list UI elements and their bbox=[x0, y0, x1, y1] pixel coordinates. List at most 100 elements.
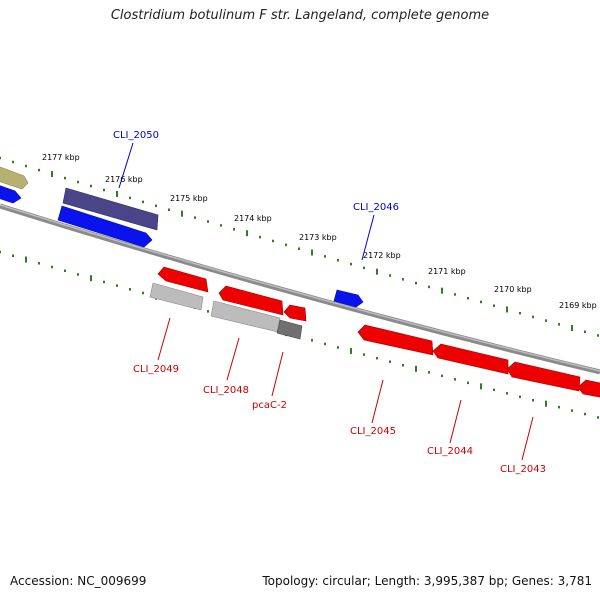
minor-tick bbox=[571, 409, 573, 412]
minor-tick bbox=[597, 416, 599, 419]
major-tick bbox=[350, 348, 352, 355]
minor-tick bbox=[129, 196, 131, 200]
leader-cli-2044 bbox=[449, 399, 462, 444]
gene-red-edge[interactable] bbox=[577, 379, 600, 398]
gene-cli-2043[interactable] bbox=[506, 361, 581, 392]
tick-label: 2174 kbp bbox=[234, 214, 272, 223]
gene-label-cli-2046[interactable]: CLI_2046 bbox=[353, 202, 399, 213]
major-tick bbox=[545, 400, 547, 407]
gene-cli-2045[interactable] bbox=[357, 324, 434, 356]
minor-tick bbox=[545, 319, 547, 322]
tick-label: 2169 kbp bbox=[559, 301, 597, 310]
major-tick bbox=[415, 365, 417, 372]
leader-cli-2045 bbox=[371, 379, 384, 424]
minor-tick bbox=[597, 334, 599, 337]
tick-label: 2173 kbp bbox=[299, 233, 337, 242]
minor-tick bbox=[64, 176, 66, 180]
tick-label: 2176 kbp bbox=[105, 175, 143, 184]
minor-tick bbox=[194, 216, 196, 219]
gene-cli-2046[interactable] bbox=[333, 289, 364, 308]
gene-label-cli-2044[interactable]: CLI_2044 bbox=[427, 446, 473, 457]
gene-blue-left[interactable] bbox=[0, 184, 22, 204]
gene-label-cli-2045[interactable]: CLI_2045 bbox=[350, 426, 396, 437]
minor-tick bbox=[298, 247, 300, 250]
minor-tick bbox=[454, 378, 456, 381]
minor-tick bbox=[415, 281, 417, 285]
minor-tick bbox=[363, 353, 365, 356]
gene-cli-2044[interactable] bbox=[432, 343, 509, 375]
minor-tick bbox=[532, 399, 534, 402]
leader-cli-2048 bbox=[226, 337, 240, 381]
accession-text: Accession: NC_009699 bbox=[10, 574, 147, 588]
leader-cli-2049 bbox=[157, 317, 171, 361]
minor-tick bbox=[90, 184, 92, 188]
minor-tick bbox=[12, 254, 14, 258]
minor-tick bbox=[389, 360, 391, 363]
tick-label: 2170 kbp bbox=[494, 285, 532, 294]
tick-label: 2172 kbp bbox=[363, 251, 401, 260]
minor-tick bbox=[142, 291, 144, 295]
gene-pcac-2[interactable] bbox=[276, 319, 303, 340]
minor-tick bbox=[103, 188, 105, 192]
minor-tick bbox=[272, 239, 274, 243]
gene-label-pcac-2[interactable]: pcaC-2 bbox=[252, 400, 287, 411]
minor-tick bbox=[51, 265, 53, 269]
minor-tick bbox=[25, 164, 27, 168]
gene-red-small[interactable] bbox=[283, 304, 307, 322]
major-tick bbox=[480, 383, 482, 390]
minor-tick bbox=[311, 339, 313, 342]
minor-tick bbox=[350, 262, 352, 266]
gene-olive[interactable] bbox=[0, 165, 29, 190]
minor-tick bbox=[428, 285, 430, 289]
minor-tick bbox=[207, 310, 209, 313]
minor-tick bbox=[493, 388, 495, 392]
minor-tick bbox=[389, 274, 391, 277]
minor-tick bbox=[402, 364, 404, 367]
minor-tick bbox=[519, 311, 521, 315]
plus-strand-genes bbox=[0, 165, 364, 308]
tick-label: 2175 kbp bbox=[170, 194, 208, 203]
leader-cli-2046 bbox=[361, 214, 375, 261]
minor-tick bbox=[259, 235, 261, 239]
minor-tick bbox=[480, 300, 482, 304]
minor-tick bbox=[285, 243, 287, 247]
minor-tick bbox=[168, 208, 170, 212]
gene-blue[interactable] bbox=[57, 205, 153, 248]
minor-tick bbox=[402, 278, 404, 281]
minor-tick bbox=[337, 258, 339, 262]
gene-cli-2050[interactable] bbox=[62, 187, 159, 231]
major-tick bbox=[90, 275, 92, 282]
gene-label-cli-2049[interactable]: CLI_2049 bbox=[133, 364, 179, 375]
minor-tick bbox=[441, 374, 443, 378]
minor-tick bbox=[220, 224, 222, 227]
minor-tick bbox=[324, 342, 326, 346]
major-tick bbox=[506, 306, 508, 313]
tick-labels: 2177 kbp 2176 kbp 2175 kbp 2174 kbp 2173… bbox=[42, 153, 597, 310]
minor-tick bbox=[467, 381, 469, 385]
outer-tick-ring bbox=[0, 156, 599, 337]
gene-label-cli-2048[interactable]: CLI_2048 bbox=[203, 385, 249, 396]
major-tick bbox=[25, 256, 27, 263]
gene-cli-2049-red[interactable] bbox=[157, 266, 209, 293]
leader-cli-2050 bbox=[118, 142, 134, 189]
minor-tick bbox=[558, 405, 560, 409]
gene-red-mid[interactable] bbox=[218, 285, 284, 316]
gene-labels: CLI_2050 CLI_2046 CLI_2049 CLI_2048 pcaC… bbox=[113, 130, 546, 475]
major-tick bbox=[441, 287, 443, 294]
tick-label: 2171 kbp bbox=[428, 267, 466, 276]
minor-tick bbox=[363, 266, 365, 270]
minor-tick bbox=[584, 330, 586, 333]
minor-tick bbox=[207, 220, 209, 223]
gene-label-cli-2050[interactable]: CLI_2050 bbox=[113, 130, 159, 141]
major-tick bbox=[246, 230, 248, 237]
leader-cli-2043 bbox=[521, 416, 534, 461]
major-tick bbox=[181, 210, 183, 217]
major-tick bbox=[311, 249, 313, 256]
gene-label-cli-2043[interactable]: CLI_2043 bbox=[500, 464, 546, 475]
minor-tick bbox=[116, 284, 118, 287]
minor-tick bbox=[0, 250, 1, 254]
major-tick bbox=[116, 190, 118, 197]
tick-label: 2177 kbp bbox=[42, 153, 80, 162]
gene-cli-2049[interactable] bbox=[149, 282, 204, 311]
minor-tick bbox=[558, 323, 560, 326]
